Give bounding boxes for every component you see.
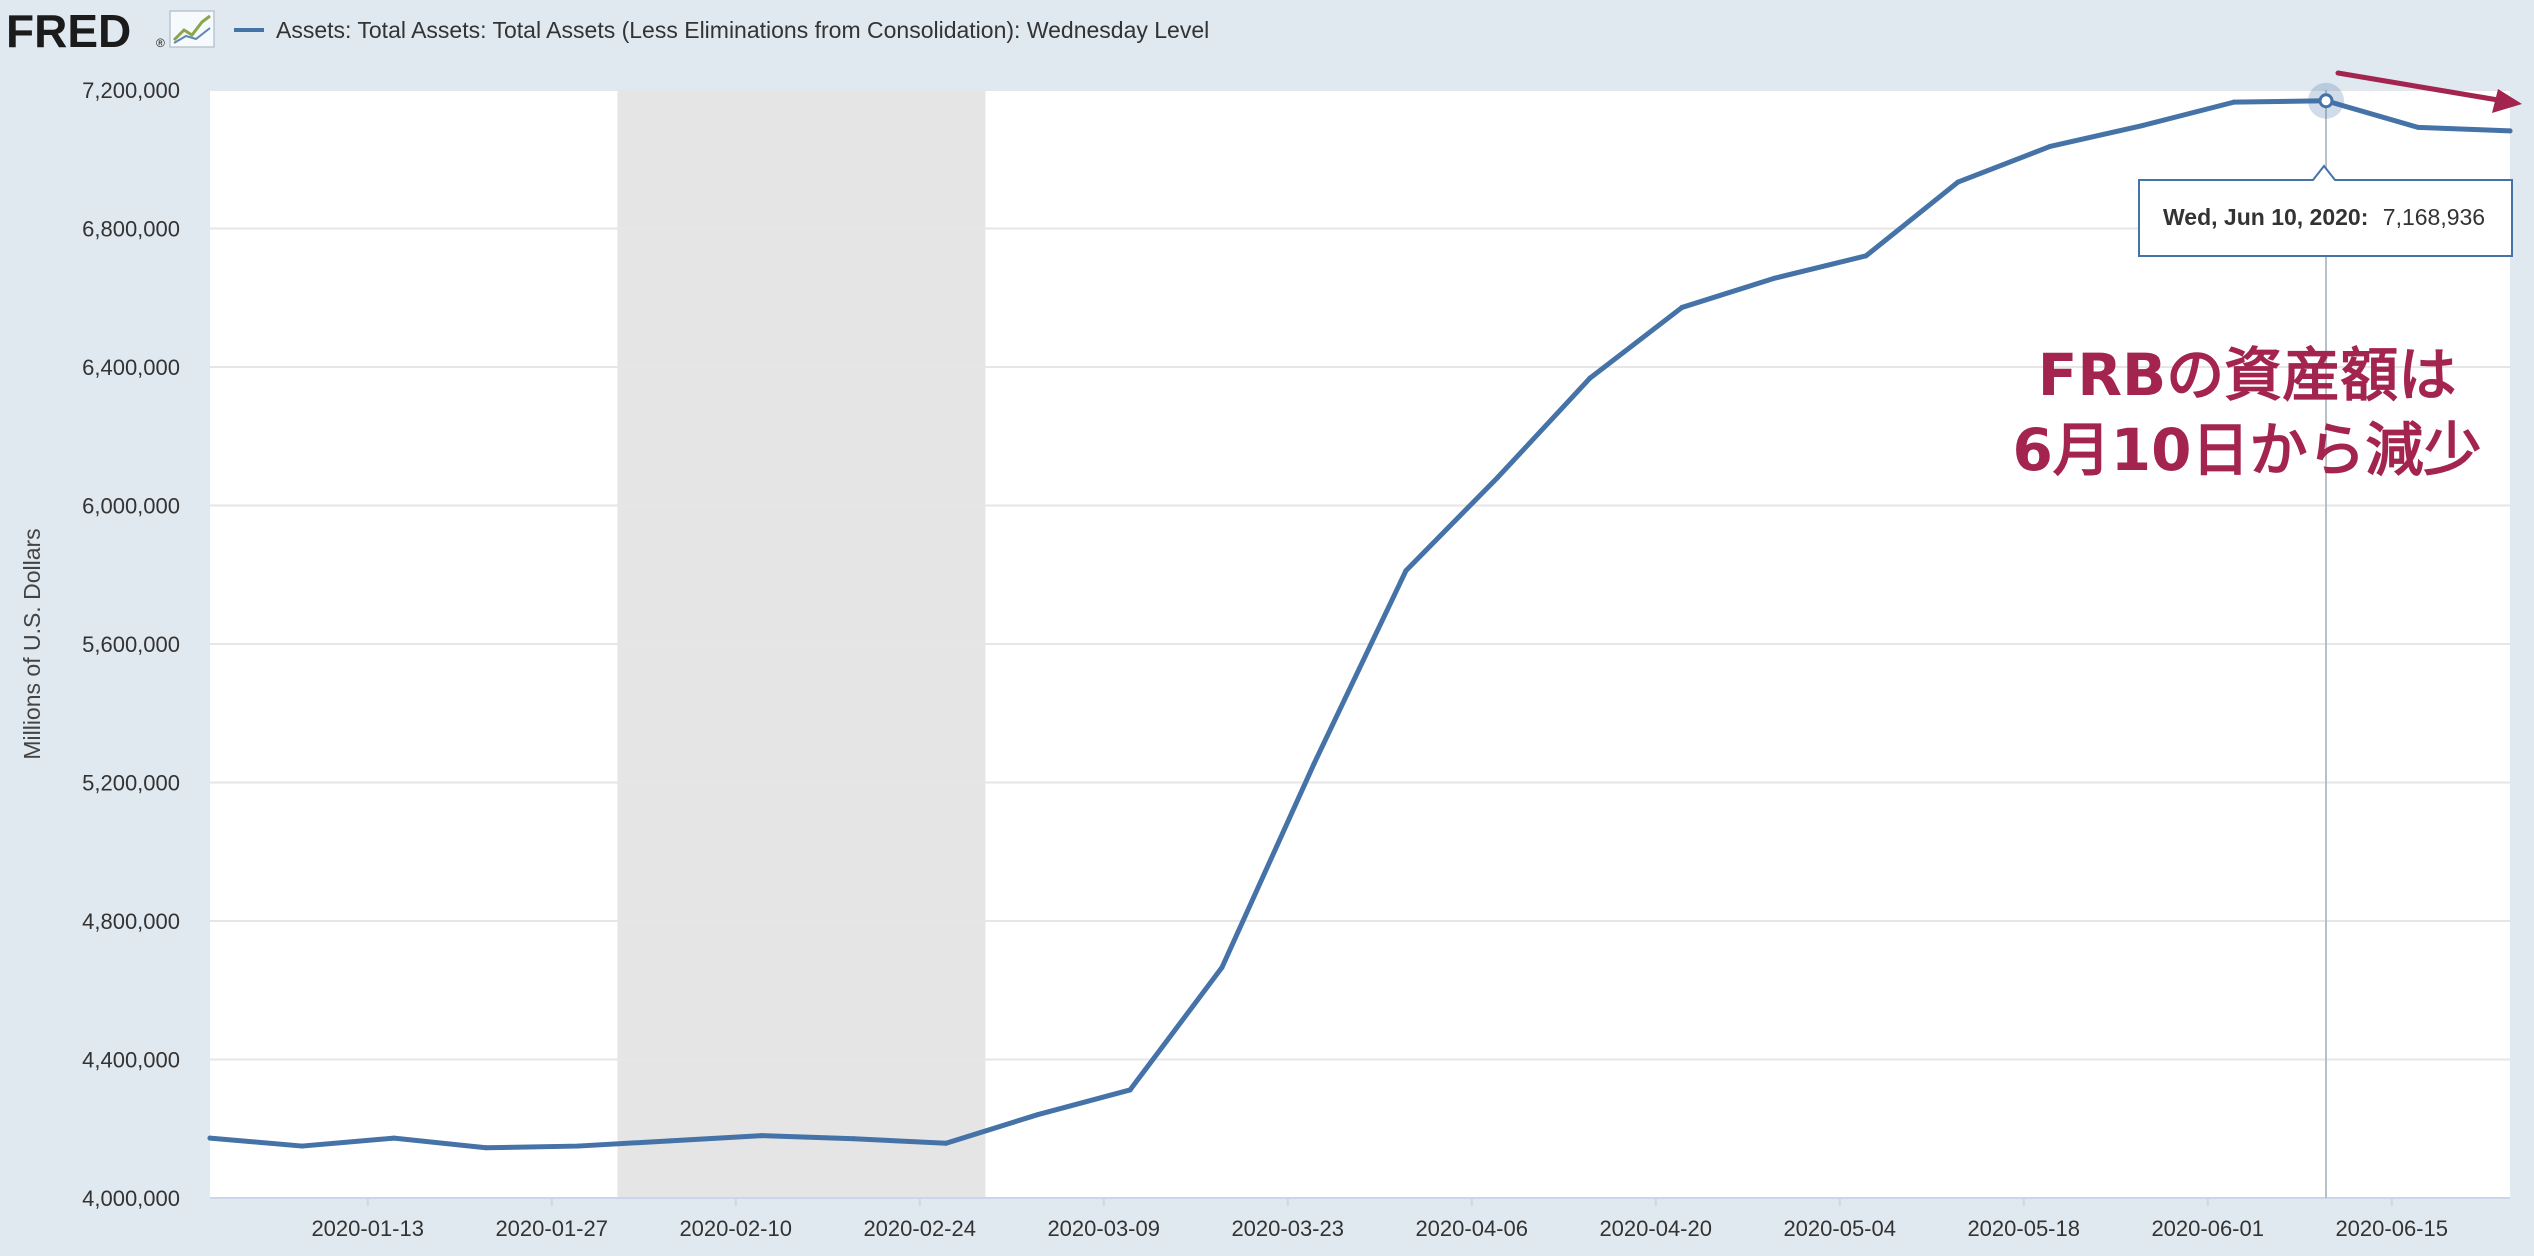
y-tick-label: 4,000,000 <box>82 1186 180 1211</box>
data-point[interactable] <box>1679 304 1685 310</box>
series-line[interactable] <box>207 98 2513 1151</box>
x-tick-label: 2020-01-13 <box>311 1216 424 1241</box>
data-point[interactable] <box>1127 1087 1133 1093</box>
registered-mark: ® <box>156 36 165 50</box>
data-point[interactable] <box>2231 99 2237 105</box>
annotation-line-1: FRBの資産額は <box>2038 341 2457 409</box>
tooltip-date: Wed, Jun 10, 2020: <box>2163 204 2368 230</box>
data-point[interactable] <box>391 1135 397 1141</box>
y-tick-label: 5,200,000 <box>82 771 180 796</box>
data-point[interactable] <box>1403 568 1409 574</box>
y-tick-label: 6,000,000 <box>82 494 180 519</box>
tooltip: Wed, Jun 10, 2020: 7,168,936 <box>2138 164 2513 257</box>
y-tick-label: 6,800,000 <box>82 217 180 242</box>
highlight-marker[interactable] <box>2308 82 2344 119</box>
y-tick-label: 7,200,000 <box>82 78 180 103</box>
series-points <box>207 98 2513 1151</box>
data-point[interactable] <box>2507 128 2513 134</box>
x-tick-label: 2020-03-23 <box>1231 1216 1344 1241</box>
tooltip-box <box>2138 164 2513 257</box>
data-point[interactable] <box>2415 124 2421 130</box>
y-tick-label: 4,400,000 <box>82 1048 180 1073</box>
data-point[interactable] <box>1311 761 1317 767</box>
annotation-line-2: 6月10日から減少 <box>2012 416 2481 484</box>
y-axis-label: Millions of U.S. Dollars <box>19 528 45 759</box>
data-point[interactable] <box>943 1140 949 1146</box>
x-axis-ticks: 2020-01-13 2020-01-27 2020-02-10 2020-02-24… <box>311 1198 2448 1241</box>
gridlines <box>210 89 2510 1199</box>
y-tick-label: 5,600,000 <box>82 632 180 657</box>
x-tick-label: 2020-02-10 <box>679 1216 792 1241</box>
data-point[interactable] <box>2139 123 2145 129</box>
fred-logo[interactable]: FRED ® <box>6 5 215 57</box>
x-tick-label: 2020-02-24 <box>863 1216 976 1241</box>
y-tick-label: 4,800,000 <box>82 909 180 934</box>
data-point[interactable] <box>759 1133 765 1139</box>
data-point[interactable] <box>483 1145 489 1151</box>
series-legend[interactable]: Assets: Total Assets: Total Assets (Less… <box>234 17 1209 43</box>
fred-logo-text: FRED <box>6 5 131 57</box>
data-point[interactable] <box>1219 964 1225 970</box>
data-point[interactable] <box>1587 375 1593 381</box>
x-tick-label: 2020-03-09 <box>1047 1216 1160 1241</box>
x-tick-label: 2020-06-01 <box>2151 1216 2264 1241</box>
x-tick-label: 2020-05-04 <box>1783 1216 1896 1241</box>
data-point[interactable] <box>1495 474 1501 480</box>
data-point[interactable] <box>1955 179 1961 185</box>
svg-text:Wed, Jun 10, 2020: 7,168: Wed, Jun 10, 2020: 7,168,936 <box>2163 204 2485 230</box>
x-tick-label: 2020-04-06 <box>1415 1216 1528 1241</box>
data-point[interactable] <box>1863 253 1869 259</box>
mini-line-chart-icon <box>169 10 215 48</box>
annotation-arrow <box>2335 70 2522 113</box>
series-title: Assets: Total Assets: Total Assets (Less… <box>276 17 1209 43</box>
y-tick-label: 6,400,000 <box>82 355 180 380</box>
data-point[interactable] <box>667 1138 673 1144</box>
data-point[interactable] <box>1035 1112 1041 1118</box>
x-tick-label: 2020-04-20 <box>1599 1216 1712 1241</box>
x-tick-label: 2020-01-27 <box>495 1216 608 1241</box>
tooltip-value: 7,168,936 <box>2383 204 2485 230</box>
x-tick-label: 2020-06-15 <box>2335 1216 2448 1241</box>
data-point[interactable] <box>2047 143 2053 149</box>
data-point[interactable] <box>299 1143 305 1149</box>
data-point[interactable] <box>1771 275 1777 281</box>
data-point[interactable] <box>207 1135 213 1141</box>
y-axis-ticks: 4,000,000 4,400,000 4,800,000 5,200,000 5,60… <box>82 78 180 1211</box>
x-tick-label: 2020-05-18 <box>1967 1216 2080 1241</box>
highlight-dot <box>2318 93 2334 109</box>
data-point[interactable] <box>851 1136 857 1142</box>
data-point[interactable] <box>575 1143 581 1149</box>
